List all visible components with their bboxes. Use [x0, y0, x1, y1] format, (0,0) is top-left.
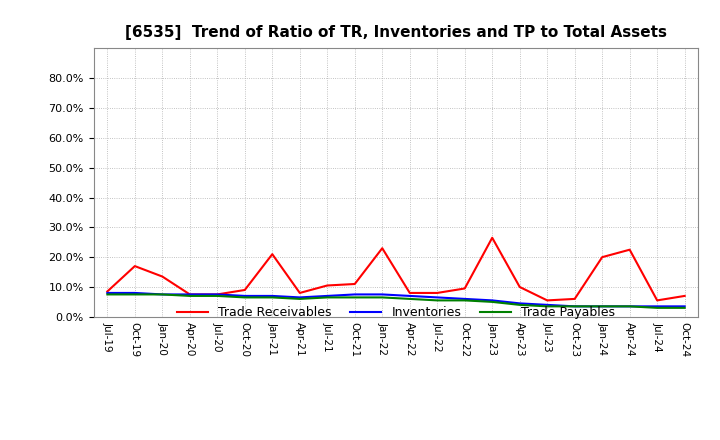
Trade Receivables [680, 293, 689, 299]
Inventories [626, 304, 634, 309]
Trade Receivables [295, 290, 304, 296]
Inventories [378, 292, 387, 297]
Line: Inventories: Inventories [107, 293, 685, 306]
Trade Payables [103, 292, 112, 297]
Inventories [433, 295, 441, 300]
Trade Receivables [598, 254, 606, 260]
Trade Payables [268, 295, 276, 300]
Inventories [158, 292, 166, 297]
Trade Receivables [378, 246, 387, 251]
Inventories [516, 301, 524, 306]
Trade Payables [570, 304, 579, 309]
Trade Receivables [213, 292, 222, 297]
Line: Trade Receivables: Trade Receivables [107, 238, 685, 301]
Inventories [213, 292, 222, 297]
Inventories [323, 293, 332, 299]
Trade Payables [653, 305, 662, 311]
Trade Payables [378, 295, 387, 300]
Trade Payables [158, 292, 166, 297]
Trade Receivables [186, 292, 194, 297]
Trade Payables [213, 293, 222, 299]
Trade Payables [130, 292, 139, 297]
Inventories [186, 292, 194, 297]
Trade Receivables [240, 287, 249, 293]
Trade Payables [405, 296, 414, 301]
Trade Receivables [130, 264, 139, 269]
Trade Receivables [488, 235, 497, 240]
Trade Payables [460, 298, 469, 303]
Legend: Trade Receivables, Inventories, Trade Payables: Trade Receivables, Inventories, Trade Pa… [171, 301, 621, 324]
Trade Receivables [323, 283, 332, 288]
Inventories [295, 295, 304, 300]
Trade Payables [598, 304, 606, 309]
Trade Receivables [516, 284, 524, 290]
Trade Receivables [405, 290, 414, 296]
Trade Receivables [351, 281, 359, 286]
Trade Receivables [653, 298, 662, 303]
Trade Payables [433, 298, 441, 303]
Inventories [680, 304, 689, 309]
Trade Payables [295, 296, 304, 301]
Trade Receivables [543, 298, 552, 303]
Trade Receivables [158, 274, 166, 279]
Trade Receivables [570, 296, 579, 301]
Trade Payables [516, 302, 524, 308]
Inventories [240, 293, 249, 299]
Inventories [653, 304, 662, 309]
Trade Receivables [103, 289, 112, 294]
Inventories [405, 293, 414, 299]
Inventories [570, 304, 579, 309]
Trade Receivables [268, 252, 276, 257]
Line: Trade Payables: Trade Payables [107, 294, 685, 308]
Trade Payables [626, 304, 634, 309]
Inventories [351, 292, 359, 297]
Inventories [488, 298, 497, 303]
Inventories [103, 290, 112, 296]
Trade Payables [240, 295, 249, 300]
Trade Payables [186, 293, 194, 299]
Trade Payables [488, 299, 497, 304]
Trade Payables [680, 305, 689, 311]
Trade Payables [351, 295, 359, 300]
Trade Payables [323, 295, 332, 300]
Inventories [543, 302, 552, 308]
Title: [6535]  Trend of Ratio of TR, Inventories and TP to Total Assets: [6535] Trend of Ratio of TR, Inventories… [125, 25, 667, 40]
Trade Payables [543, 304, 552, 309]
Inventories [130, 290, 139, 296]
Inventories [598, 304, 606, 309]
Inventories [460, 296, 469, 301]
Trade Receivables [626, 247, 634, 252]
Inventories [268, 293, 276, 299]
Trade Receivables [433, 290, 441, 296]
Trade Receivables [460, 286, 469, 291]
